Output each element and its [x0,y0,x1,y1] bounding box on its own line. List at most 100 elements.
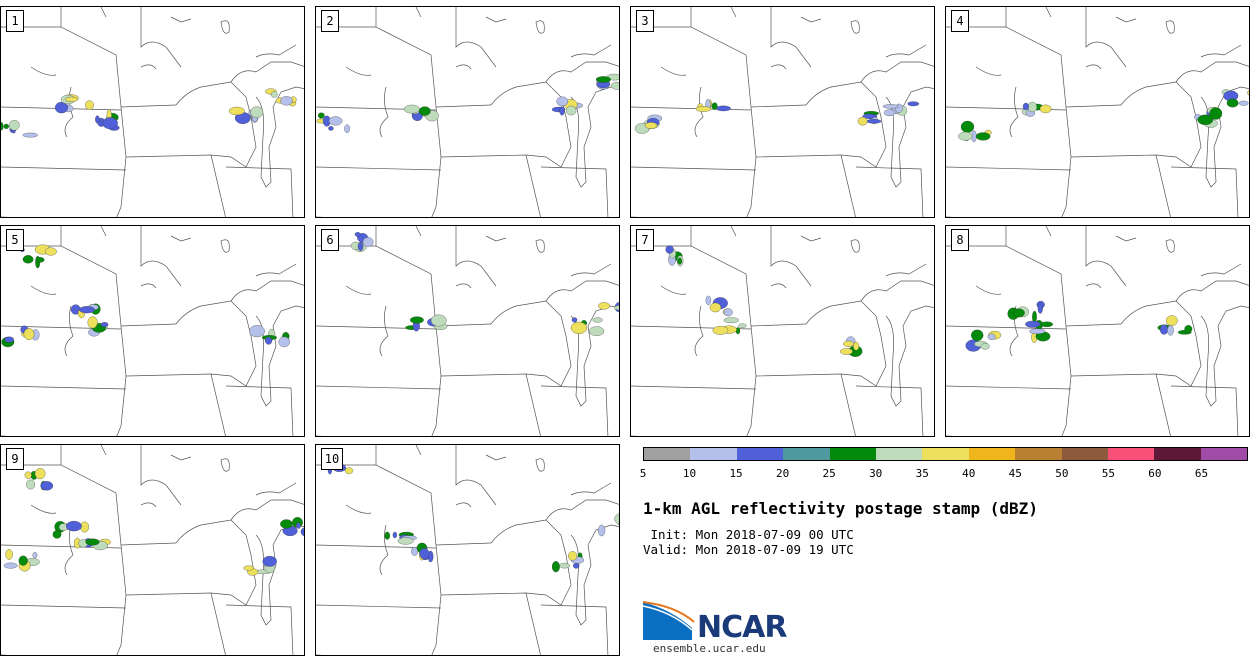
reflectivity-cell [1012,308,1025,318]
colorbar-tick-label: 55 [1101,467,1115,480]
colorbar [643,447,1248,461]
colorbar-tick-label: 10 [682,467,697,480]
reflectivity-cell [980,343,990,350]
reflectivity-cell [228,106,245,116]
reflectivity-cell [392,531,398,539]
panel-number: 1 [6,10,24,32]
map-basemap [631,226,934,436]
reflectivity-cell [866,119,882,124]
reflectivity-cell [723,317,739,324]
reflectivity-cell [270,91,278,98]
reflectivity-cell [566,105,577,116]
reflectivity-cell [44,247,57,256]
reflectivity-cell [296,522,301,529]
colorbar-segment [690,448,737,460]
colorbar-tick-label: 65 [1194,467,1209,480]
reflectivity-cell [64,96,78,102]
reflectivity-cell [22,132,38,138]
reflectivity-cell [354,232,361,237]
reflectivity-cell [709,302,722,313]
reflectivity-cell [570,321,588,334]
reflectivity-cell [65,520,82,532]
reflectivity-cell [883,109,896,117]
colorbar-segment [1200,448,1248,460]
reflectivity-cell [1040,321,1053,328]
panel-number: 4 [951,10,969,32]
colorbar-tick-label: 5 [639,467,647,480]
colorbar-segment [1061,448,1108,460]
reflectivity-cell [26,479,36,490]
map-basemap [1,445,304,655]
panel-number: 5 [6,229,24,251]
reflectivity-cell [572,563,580,569]
map-basemap [1,226,304,436]
reflectivity-cell [35,257,45,263]
reflectivity-cell [23,328,35,340]
reflectivity-cell [357,242,364,251]
reflectivity-cell [328,126,334,131]
colorbar-tick-label: 25 [822,467,836,480]
reflectivity-cell [644,122,658,129]
postage-stamp-panel: 2 [315,6,620,218]
reflectivity-cell [344,124,350,133]
reflectivity-cell [317,112,325,119]
colorbar-segment [875,448,923,460]
reflectivity-cell [22,255,34,264]
colorbar-tick-label: 60 [1148,467,1162,480]
reflectivity-cell [5,549,13,560]
colorbar-tick-label: 20 [775,467,790,480]
reflectivity-cell [614,305,619,311]
colorbar-segment [644,448,691,460]
reflectivity-cell [1037,303,1043,314]
reflectivity-cell [677,257,682,265]
postage-stamp-panel: 9 [0,444,305,656]
panel-number: 7 [636,229,654,251]
colorbar-segment [1015,448,1062,460]
colorbar-tick-label: 30 [869,467,883,480]
reflectivity-cell [1027,101,1038,113]
colorbar-segment [968,448,1016,460]
reflectivity-cell [610,81,619,90]
reflectivity-cell [1159,324,1169,335]
reflectivity-cell [1247,90,1249,96]
reflectivity-cell [54,101,69,114]
reflectivity-cell [843,340,854,347]
colorbar-tick-label: 15 [729,467,743,480]
reflectivity-cell [975,132,991,141]
colorbar-segment [783,448,830,460]
reflectivity-cell [40,481,54,491]
reflectivity-cell [1165,315,1178,326]
reflectivity-cell [882,104,899,109]
panel-number: 3 [636,10,654,32]
reflectivity-cell [987,333,996,341]
reflectivity-cell [249,325,265,338]
postage-stamp-panel: 10 [315,444,620,656]
postage-stamp-panel: 6 [315,225,620,437]
valid-time: Valid: Mon 2018-07-09 19 UTC [643,542,854,557]
reflectivity-cell [4,336,14,343]
panel-number: 6 [321,229,339,251]
reflectivity-cell [3,123,9,129]
colorbar-tick-label: 40 [962,467,976,480]
reflectivity-cell [430,314,447,327]
reflectivity-cell [571,317,578,323]
map-basemap [631,7,934,217]
init-time: Init: Mon 2018-07-09 00 UTC [643,527,854,542]
reflectivity-cell [1184,325,1193,333]
panel-number: 10 [321,448,343,470]
reflectivity-cell [1209,107,1223,120]
map-basemap [316,226,619,436]
reflectivity-cell [723,308,733,317]
reflectivity-cell [597,524,606,537]
reflectivity-cell [250,106,264,118]
map-basemap [946,226,1249,436]
reflectivity-cell [300,527,304,537]
reflectivity-cell [85,100,94,110]
reflectivity-cell [589,326,605,337]
postage-stamp-panel: 4 [945,6,1250,218]
reflectivity-cell [1039,104,1052,114]
postage-stamp-panel: 5 [0,225,305,437]
reflectivity-cell [34,468,46,480]
reflectivity-cell [559,562,570,569]
postage-stamp-panel: 1 [0,6,305,218]
